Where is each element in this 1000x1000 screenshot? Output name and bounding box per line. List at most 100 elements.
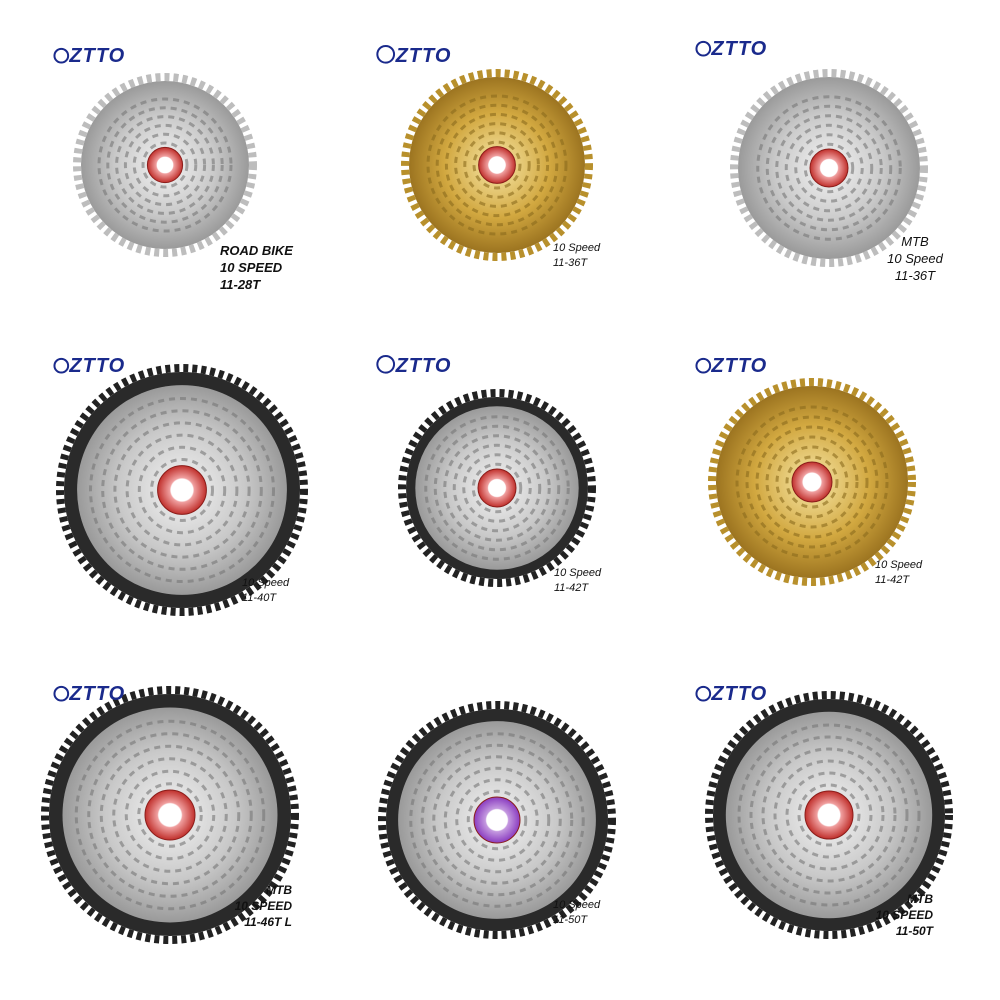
logo: ZTTO: [395, 355, 452, 377]
spec-label: 10 SPEED: [876, 908, 934, 922]
cassette-ring: [797, 783, 861, 847]
cassette-ring: [125, 433, 239, 547]
cassette-teeth: [705, 691, 953, 939]
cassette-teeth: [41, 686, 299, 944]
cassette-hub: [804, 790, 854, 840]
cassette-ring: [124, 769, 216, 861]
logo: ZTTO: [395, 45, 452, 67]
cassette-ring: [737, 723, 921, 907]
spec-label: 11-46T L: [244, 915, 292, 929]
cassette-ring: [444, 112, 550, 218]
product-tile: ZTTO ROAD BIKE 10 SPEED 11-28T: [53, 45, 293, 292]
cassette-ring: [775, 114, 883, 222]
cassette-ring: [123, 123, 207, 207]
logo-mark: [53, 685, 70, 702]
cassette-ring: [471, 462, 523, 514]
cassette-teeth: [401, 69, 593, 261]
logo-mark: [53, 47, 70, 64]
cassette-ring: [785, 455, 839, 509]
cassette-ring: [137, 445, 227, 535]
cassette-ring: [745, 415, 879, 549]
cassette-ring: [454, 122, 540, 208]
product-tile: ZTTO 10 Speed 11-42T: [376, 354, 602, 594]
cassette-hub: [478, 146, 516, 184]
cassette-ring: [462, 453, 532, 523]
cassette-teeth: [378, 701, 616, 939]
cassette-hub: [146, 146, 184, 184]
logo: ZTTO: [710, 683, 767, 705]
cassette-ring: [773, 759, 885, 871]
cassette-ring: [443, 434, 551, 542]
cassette-ring: [775, 445, 849, 519]
product-tile: ZTTO 10 Speed 11-36T: [376, 44, 601, 269]
spec-label: 10 Speed: [875, 559, 923, 571]
spec-label: 11-40T: [242, 592, 277, 604]
cassette-ring: [756, 95, 902, 241]
cassette-ring: [420, 743, 574, 897]
spec-label: 10 Speed: [887, 251, 943, 266]
cassette-ring: [137, 782, 203, 848]
logo-mark: [695, 685, 712, 702]
spec-label: 10 Speed: [553, 899, 601, 911]
logo-mark: [695, 40, 712, 57]
cassette-ring: [735, 405, 889, 559]
spec-label: MTB: [266, 883, 292, 897]
logo-mark: [376, 354, 396, 374]
cassette-ring: [463, 131, 531, 199]
cassette-hub: [477, 468, 517, 508]
spec-label: 10 SPEED: [235, 899, 293, 913]
spec-label: 11-28T: [220, 277, 261, 292]
cassette-ring: [99, 744, 241, 886]
product-tile: 10 Speed 11-50T: [378, 701, 616, 939]
spec-label: 11-36T: [895, 268, 936, 283]
cassette-ring: [455, 778, 539, 862]
cassette-ring: [749, 735, 909, 895]
cassette-ring: [424, 415, 570, 561]
cassette-ring: [101, 409, 263, 571]
logo: ZTTO: [710, 355, 767, 377]
product-tile: ZTTO 10 Speed 11-40T: [53, 355, 308, 616]
cassette-teeth: [56, 364, 308, 616]
spec-label: 11-42T: [554, 582, 589, 594]
cassette-teeth: [730, 69, 928, 267]
logo: ZTTO: [710, 38, 767, 60]
product-tile: ZTTO MTB 10 SPEED 11-50T: [695, 683, 953, 939]
cassette-ring: [132, 132, 198, 198]
cassette-ring: [785, 771, 873, 859]
cassette-ring: [113, 421, 251, 559]
cassette-ring: [761, 747, 897, 883]
cassette-ring: [803, 142, 855, 194]
cassette-ring: [106, 106, 224, 224]
cassette-hub: [144, 789, 196, 841]
spec-label: 10 Speed: [553, 242, 601, 254]
spec-label: 10 Speed: [554, 567, 602, 579]
cassette-ring: [141, 141, 189, 189]
cassette-ring: [466, 789, 528, 851]
cassette-teeth: [73, 73, 257, 257]
spec-label: 11-42T: [875, 574, 910, 586]
cassette-ring: [115, 115, 215, 215]
logo-mark: [695, 357, 712, 374]
cassette-ring: [74, 719, 266, 911]
product-tile: ZTTO MTB 10 Speed 11-36T: [695, 38, 944, 283]
cassette-ring: [97, 97, 233, 233]
logo-mark: [53, 357, 70, 374]
cassette-ring: [755, 425, 869, 539]
cassette-hub: [473, 796, 521, 844]
spec-label: 10 SPEED: [220, 260, 283, 275]
cassette-ring: [435, 103, 559, 227]
cassette-ring: [426, 94, 568, 236]
logo: ZTTO: [68, 355, 125, 377]
spec-label: MTB: [901, 234, 929, 249]
spec-label: 10 Speed: [242, 577, 290, 589]
cassette-ring: [89, 397, 275, 583]
cassette-ring: [443, 766, 551, 874]
cassette-hub: [791, 461, 833, 503]
cassette-ring: [452, 443, 542, 533]
cassette-hub: [809, 148, 849, 188]
cassette-hub: [157, 465, 207, 515]
cassette-teeth: [398, 389, 596, 587]
cassette-ring: [432, 755, 562, 885]
